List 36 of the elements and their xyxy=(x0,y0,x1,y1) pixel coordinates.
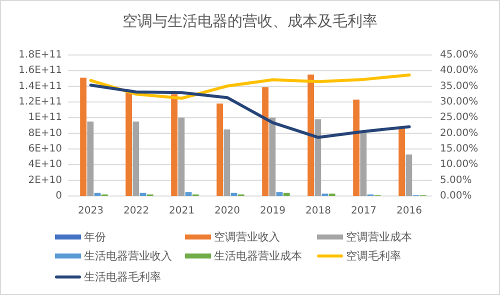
ytick: 1.8E+11 xyxy=(18,50,62,60)
title: 空调与生活电器的营收、成本及毛利率 xyxy=(122,12,378,30)
legend: 空调毛利率 xyxy=(346,250,401,262)
legend: 生活电器毛利率 xyxy=(84,270,161,284)
legend: 年份 xyxy=(84,230,106,244)
xtick: 2016 xyxy=(396,206,422,216)
y2tick: 40.00% xyxy=(440,65,478,76)
ytick: 4E+10 xyxy=(28,159,62,170)
ytick: 8E+10 xyxy=(28,128,62,139)
y2tick: 10.00% xyxy=(440,159,478,170)
y2tick: 5.00% xyxy=(440,174,472,186)
ytick: 1.4E+11 xyxy=(18,80,62,92)
xtick: 2018 xyxy=(306,206,331,216)
y2tick: 30.00% xyxy=(440,96,478,108)
xtick: 2021 xyxy=(169,206,194,216)
y2tick: 20.00% xyxy=(440,128,478,139)
ytick: 1.6E+11 xyxy=(18,65,62,76)
ytick: 1E+11 xyxy=(28,112,62,124)
xtick: 2023 xyxy=(78,206,104,216)
y2tick: 45.00% xyxy=(440,50,478,60)
ytick: 2E+10 xyxy=(28,174,62,186)
y2tick: 35.00% xyxy=(440,80,478,92)
xtick: 2019 xyxy=(260,206,286,216)
y2tick: 25.00% xyxy=(440,112,478,124)
ytick: 0 xyxy=(56,190,62,202)
xtick: 2017 xyxy=(351,206,376,216)
ytick: 1.2E+11 xyxy=(18,96,62,108)
xtick: 2020 xyxy=(214,206,240,216)
xtick: 2022 xyxy=(124,206,149,216)
legend: 生活电器营业收入 xyxy=(84,250,172,262)
legend: 生活电器营业成本 xyxy=(214,250,302,262)
y2tick: 15.00% xyxy=(440,144,478,154)
legend: 空调营业收入 xyxy=(214,230,280,244)
legend: 空调营业成本 xyxy=(346,230,412,244)
y2tick: 0.00% xyxy=(440,190,472,202)
ytick: 6E+10 xyxy=(28,144,62,154)
